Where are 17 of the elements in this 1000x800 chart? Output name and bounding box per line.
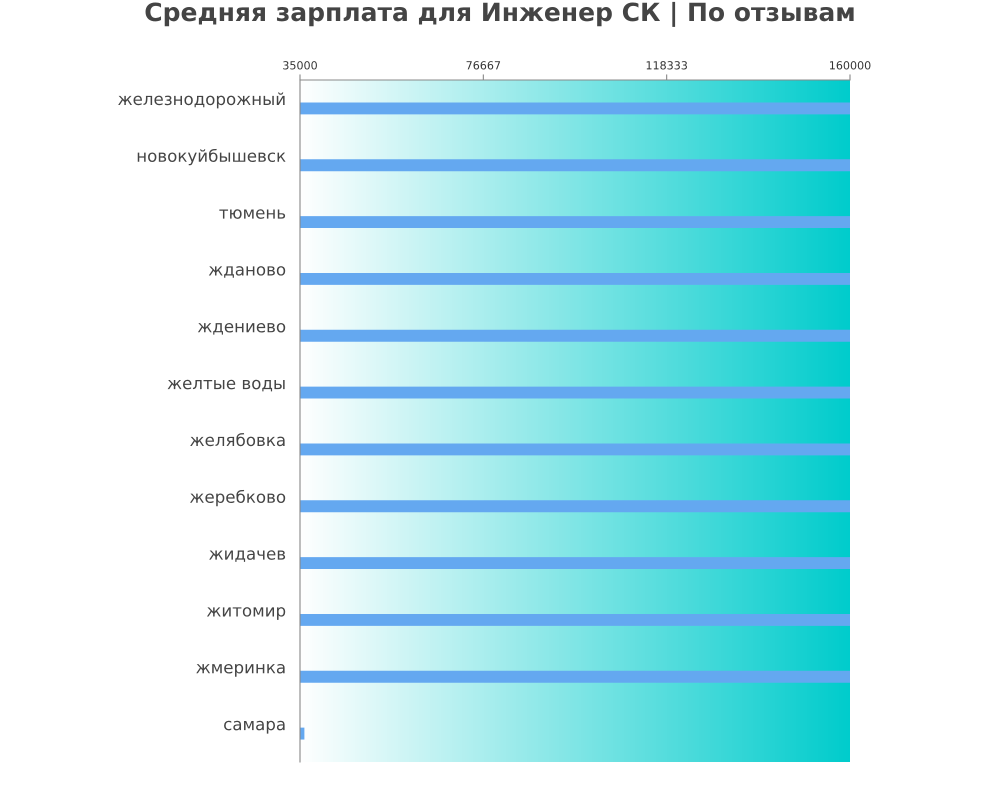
x-tick-label: 118333	[646, 61, 687, 70]
y-tick-label: новокуйбышевск	[138, 148, 286, 166]
y-tick-label: железнодорожный	[118, 92, 285, 108]
x-tick-label: 35000	[283, 61, 317, 70]
y-tick-label: желябовка	[190, 433, 285, 446]
y-tick-label: самара	[224, 720, 285, 734]
chart-title: Средняя зарплата для Инженер СК | По отзывам	[146, 2, 854, 27]
x-tick-label: 160000	[830, 61, 870, 70]
y-tick-label: ждениево	[198, 322, 286, 335]
y-tick-label: желтые воды	[168, 380, 285, 392]
y-tick-label: жмеринка	[196, 664, 285, 677]
y-tick-label: жидачев	[209, 550, 286, 562]
y-tick-label: житомир	[206, 607, 286, 620]
y-tick-label: жданово	[208, 266, 286, 278]
y-tick-label: тюмень	[219, 209, 286, 219]
y-tick-label: жеребково	[190, 490, 286, 506]
x-tick-label: 76667	[466, 61, 500, 70]
